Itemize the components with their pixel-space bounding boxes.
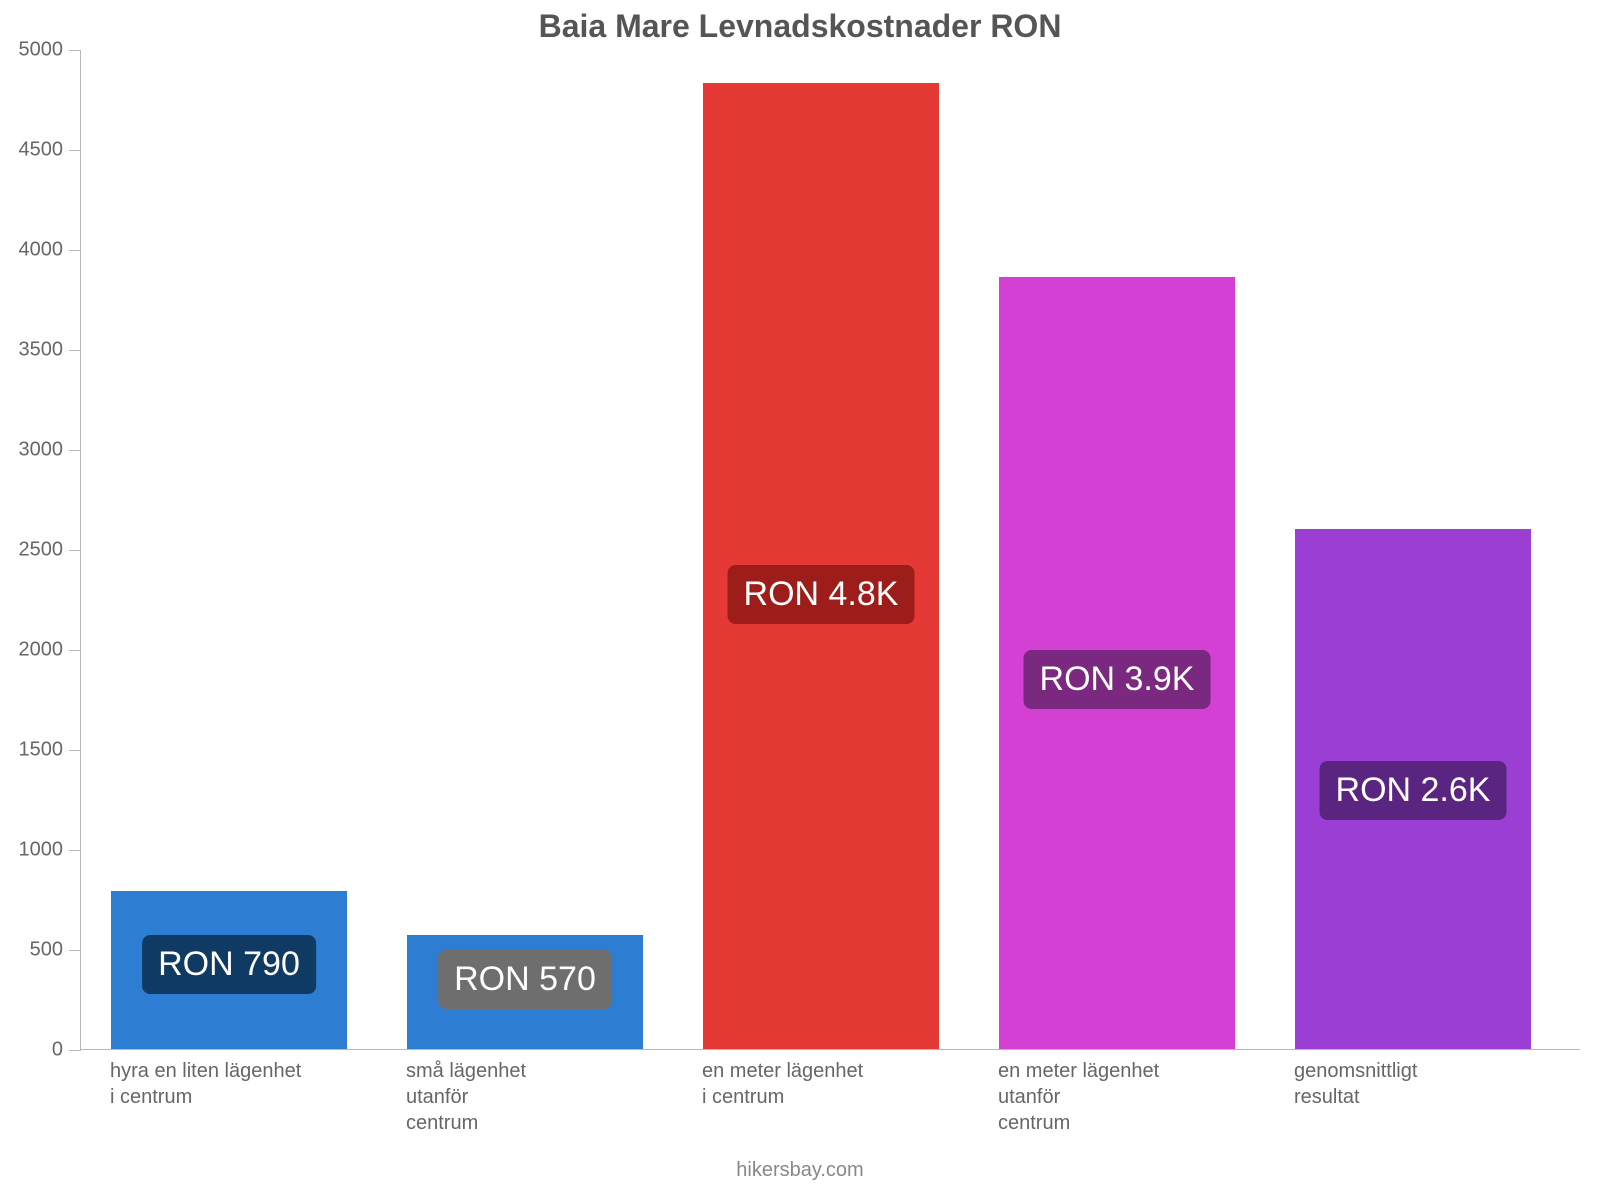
y-tick-label: 2500 — [19, 539, 82, 562]
y-tick-label: 4500 — [19, 139, 82, 162]
x-axis-label: hyra en liten lägenheti centrum — [110, 1058, 346, 1110]
y-tick-label: 3500 — [19, 339, 82, 362]
y-tick-label: 2000 — [19, 639, 82, 662]
bar: RON 2.6K — [1295, 529, 1531, 1049]
x-axis-label: små lägenhetutanförcentrum — [406, 1058, 642, 1136]
chart-container: Baia Mare Levnadskostnader RON RON 790RO… — [0, 0, 1600, 1200]
chart-title: Baia Mare Levnadskostnader RON — [0, 8, 1600, 45]
bars-layer: RON 790 RON 570 RON 4.8K RON 3.9K RON 2.6K — [81, 50, 1580, 1049]
plot-area: RON 790RON 570RON 4.8KRON 3.9KRON 2.6K 0… — [80, 50, 1580, 1050]
y-tick-label: 5000 — [19, 39, 82, 62]
bar: RON 570 — [407, 935, 643, 1049]
bar: RON 4.8K — [703, 83, 939, 1049]
x-axis-label: en meter lägenheti centrum — [702, 1058, 938, 1110]
y-tick-label: 1000 — [19, 839, 82, 862]
y-tick-label: 4000 — [19, 239, 82, 262]
y-tick-label: 1500 — [19, 739, 82, 762]
attribution-text: hikersbay.com — [0, 1159, 1600, 1182]
bar: RON 790 — [111, 891, 347, 1049]
bar-value-label: RON 570 — [438, 950, 612, 1009]
bar-value-label: RON 790 — [142, 935, 316, 994]
y-tick-label: 0 — [52, 1039, 81, 1062]
bar: RON 3.9K — [999, 277, 1235, 1049]
x-axis-label: genomsnittligtresultat — [1294, 1058, 1530, 1110]
bar-value-label: RON 2.6K — [1320, 761, 1507, 820]
x-axis-label: en meter lägenhetutanförcentrum — [998, 1058, 1234, 1136]
y-tick-label: 500 — [30, 939, 81, 962]
y-tick-label: 3000 — [19, 439, 82, 462]
bar-value-label: RON 3.9K — [1024, 650, 1211, 709]
bar-value-label: RON 4.8K — [728, 565, 915, 624]
